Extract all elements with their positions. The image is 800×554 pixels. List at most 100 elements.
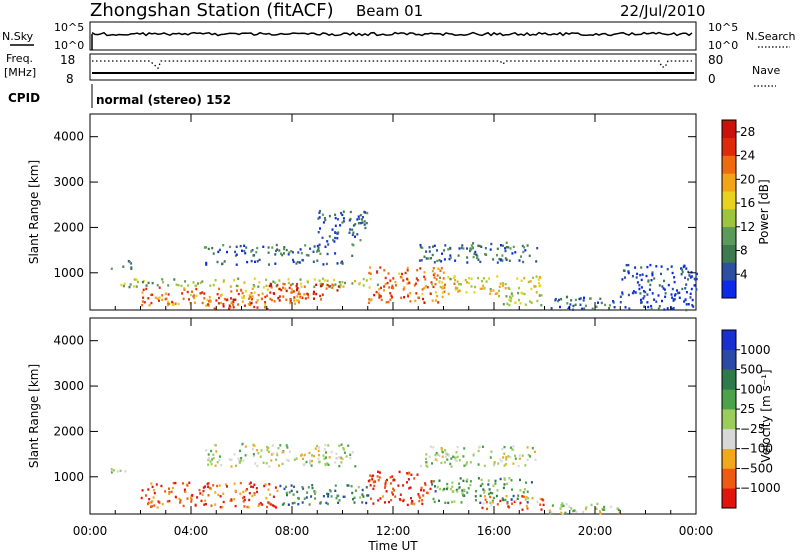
- data-cell: [551, 504, 554, 507]
- colorbar-swatch: [722, 369, 736, 390]
- data-cell: [527, 453, 530, 457]
- data-cell: [230, 458, 233, 461]
- data-cell: [274, 253, 277, 256]
- data-cell: [435, 278, 438, 281]
- data-cell: [491, 501, 494, 504]
- data-cell: [290, 250, 293, 253]
- data-cell: [303, 497, 306, 500]
- data-cell: [334, 252, 337, 255]
- data-cell: [522, 250, 525, 254]
- data-cell: [418, 296, 421, 299]
- data-cell: [282, 282, 285, 286]
- data-cell: [318, 446, 321, 449]
- data-cell: [521, 495, 524, 498]
- data-cell: [501, 259, 504, 262]
- data-cell: [591, 307, 594, 311]
- data-cell: [393, 489, 396, 492]
- data-cell: [366, 494, 369, 497]
- data-cell: [342, 220, 345, 223]
- data-cell: [514, 457, 517, 460]
- data-cell: [458, 289, 460, 293]
- data-cell: [529, 280, 532, 283]
- data-cell: [511, 488, 513, 491]
- data-cell: [603, 505, 606, 509]
- y-tick-label: 2000: [53, 424, 84, 438]
- data-cell: [307, 254, 310, 257]
- data-cell: [272, 452, 275, 455]
- data-cell: [317, 231, 320, 234]
- data-cell: [247, 303, 250, 306]
- data-cell: [369, 484, 372, 487]
- data-cell: [680, 273, 683, 276]
- data-cell: [127, 260, 130, 263]
- data-cell: [685, 308, 688, 312]
- data-cell: [244, 489, 247, 492]
- data-cell: [510, 479, 513, 482]
- data-cell: [344, 281, 346, 285]
- data-cell: [627, 293, 630, 297]
- data-cell: [651, 271, 654, 274]
- data-cell: [531, 497, 534, 500]
- data-cell: [574, 298, 577, 302]
- data-cell: [402, 279, 405, 282]
- data-cell: [342, 217, 345, 220]
- data-cell: [449, 246, 452, 250]
- data-cell: [619, 295, 622, 298]
- nave-trace: [92, 60, 692, 70]
- data-cell: [655, 265, 658, 268]
- data-cell: [419, 464, 422, 468]
- data-cell: [334, 224, 337, 227]
- data-cell: [203, 297, 206, 300]
- data-cell: [687, 303, 690, 306]
- data-cell: [526, 244, 529, 247]
- data-cell: [500, 460, 503, 463]
- data-cell: [450, 465, 453, 468]
- data-cell: [262, 461, 265, 464]
- data-cell: [538, 285, 541, 288]
- colorbar-swatch: [722, 389, 736, 410]
- data-cell: [653, 298, 656, 301]
- data-cell: [434, 291, 437, 294]
- data-cell: [429, 292, 432, 295]
- colorbar-swatch: [722, 191, 736, 210]
- power-colorbar-label: Power [dB]: [757, 179, 771, 244]
- data-cell: [619, 301, 622, 304]
- data-cell: [430, 480, 433, 484]
- data-cell: [298, 301, 300, 304]
- data-cell: [319, 294, 322, 298]
- data-cell: [241, 300, 244, 303]
- data-cell: [201, 493, 204, 496]
- data-cell: [309, 247, 312, 250]
- time-x-axis: 00:00 04:00 08:00 12:00 16:00 20:00 00:00: [73, 114, 713, 538]
- data-cell: [244, 445, 247, 448]
- data-cell: [351, 491, 354, 495]
- data-cell: [526, 490, 529, 493]
- data-cell: [141, 300, 144, 303]
- data-cell: [501, 284, 504, 288]
- data-cell: [369, 474, 372, 477]
- data-cell: [460, 283, 462, 286]
- colorbar-tick-label: 28: [740, 125, 755, 139]
- data-cell: [187, 284, 190, 287]
- data-cell: [430, 257, 432, 260]
- data-cell: [300, 296, 303, 299]
- data-cell: [300, 454, 302, 457]
- data-cell: [485, 253, 488, 256]
- data-cell: [269, 493, 272, 496]
- data-cell: [197, 282, 199, 285]
- data-cell: [369, 266, 371, 269]
- data-cell: [336, 289, 339, 292]
- data-cell: [456, 446, 459, 449]
- data-cell: [168, 499, 171, 503]
- data-cell: [377, 479, 380, 482]
- data-cell: [458, 486, 461, 489]
- data-cell: [491, 492, 494, 495]
- data-cell: [488, 277, 490, 280]
- data-cell: [349, 228, 352, 231]
- data-cell: [482, 502, 485, 505]
- data-cell: [341, 262, 344, 265]
- data-cell: [507, 246, 510, 249]
- data-cell: [151, 505, 154, 508]
- data-cell: [618, 511, 621, 515]
